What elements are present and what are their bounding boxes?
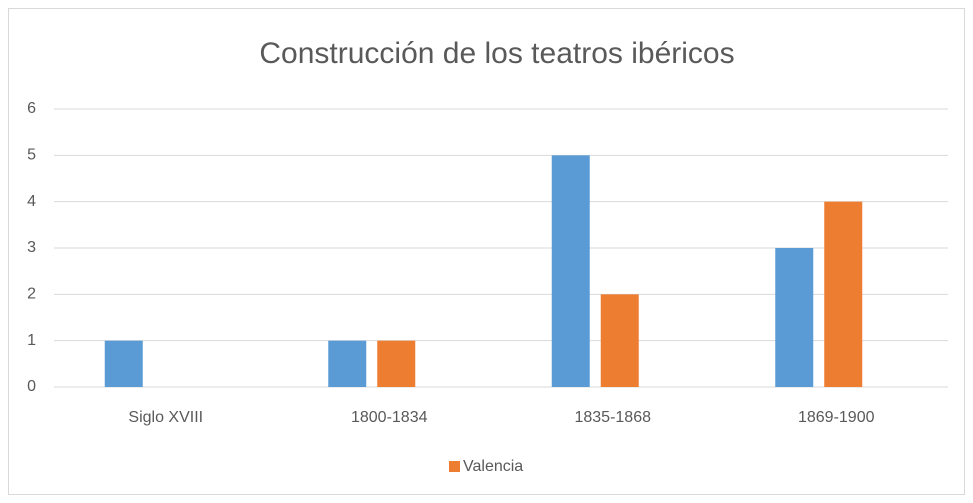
bar — [104, 340, 143, 387]
bar — [600, 294, 639, 387]
x-tick-label: 1800-1834 — [351, 409, 428, 426]
x-tick-label: 1869-1900 — [798, 409, 875, 426]
x-tick-label: Siglo XVIII — [128, 409, 203, 426]
bar — [824, 201, 863, 387]
legend-label: Valencia — [463, 458, 523, 475]
y-tick-label: 0 — [27, 378, 36, 395]
bar — [775, 248, 814, 387]
y-tick-label: 5 — [27, 147, 36, 164]
bar — [377, 340, 416, 387]
bar — [551, 155, 590, 387]
y-tick-label: 2 — [27, 286, 36, 303]
y-tick-label: 6 — [27, 100, 36, 117]
y-tick-label: 1 — [27, 332, 36, 349]
chart-title: Construcción de los teatros ibéricos — [259, 37, 734, 70]
y-tick-label: 4 — [27, 193, 36, 210]
x-tick-label: 1835-1868 — [574, 409, 651, 426]
bar — [328, 340, 367, 387]
legend-swatch — [449, 461, 460, 472]
y-tick-label: 3 — [27, 239, 36, 256]
